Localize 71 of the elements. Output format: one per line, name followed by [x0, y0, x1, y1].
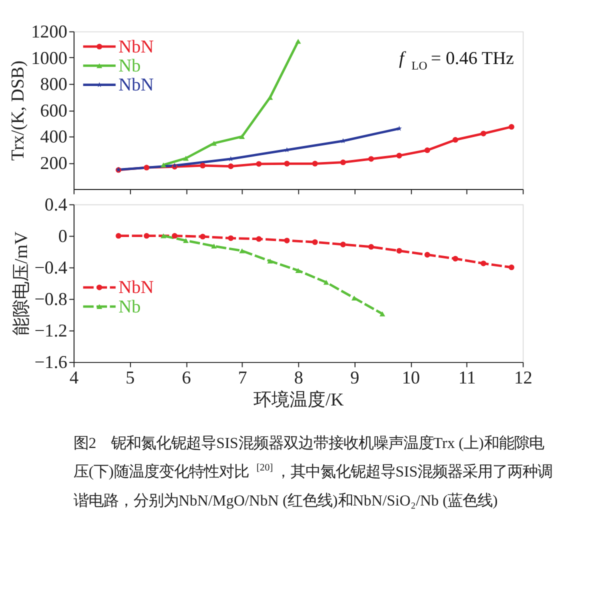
y-axis-title: 能隙电压/mV [10, 231, 31, 336]
y-tick-label: −1.6 [34, 352, 68, 372]
point [211, 140, 217, 146]
point [200, 162, 206, 168]
point [323, 280, 330, 285]
y-tick-label: −0.8 [34, 289, 68, 310]
legend-label: Nb [118, 55, 141, 76]
point [172, 233, 178, 239]
point [256, 161, 262, 167]
point [228, 163, 234, 170]
point [452, 256, 458, 262]
x-tick-label: 9 [350, 367, 360, 388]
legend-label: NbN [118, 277, 154, 298]
y-tick-label: 1200 [31, 22, 68, 42]
x-tick-label: 5 [126, 367, 135, 388]
point [424, 252, 430, 258]
legend-label: NbN [118, 74, 154, 95]
point [396, 126, 402, 131]
point [200, 234, 206, 240]
y-axis-title: Trx/(K, DSB) [7, 60, 28, 161]
point [267, 258, 273, 264]
point [144, 233, 150, 239]
point [239, 134, 245, 140]
point [368, 156, 374, 162]
point [480, 260, 486, 266]
point [284, 160, 290, 166]
point [211, 244, 217, 249]
x-tick-label: 10 [402, 367, 420, 388]
y-tick-label: 200 [40, 152, 68, 173]
point [160, 233, 166, 238]
point [295, 268, 301, 273]
point [452, 137, 458, 143]
point [312, 239, 318, 245]
point [183, 238, 189, 243]
point [380, 311, 386, 316]
x-tick-label: 12 [514, 367, 532, 388]
y-tick-label: 1000 [31, 48, 68, 68]
point [284, 238, 290, 244]
point [183, 156, 189, 161]
point [160, 162, 166, 168]
point [239, 248, 245, 254]
x-tick-label: 8 [294, 367, 304, 388]
y-tick-label: −1.2 [34, 320, 68, 341]
point [508, 124, 514, 130]
y-tick-label: 600 [40, 100, 68, 120]
point [508, 264, 514, 270]
x-tick-label: 6 [182, 367, 191, 388]
point [267, 94, 273, 100]
point [340, 160, 346, 166]
point [340, 242, 346, 248]
point [228, 235, 234, 242]
x-tick-label: 7 [238, 367, 248, 388]
y-tick-label: 0.4 [44, 194, 68, 214]
point [396, 248, 402, 254]
legend-label: NbN [118, 36, 154, 56]
y-tick-label: 400 [40, 126, 68, 147]
point [256, 236, 262, 242]
point [116, 233, 122, 239]
point [396, 152, 402, 158]
point [368, 244, 374, 250]
y-tick-label: −0.4 [34, 258, 68, 278]
point [424, 147, 430, 154]
x-axis-title: 环境温度/K [254, 389, 344, 410]
x-tick-label: 11 [458, 367, 476, 388]
y-tick-label: 0 [58, 226, 68, 246]
x-tick-label: 4 [70, 367, 79, 388]
point [480, 130, 486, 136]
y-tick-label: 800 [40, 74, 68, 94]
point [144, 164, 150, 170]
point [312, 160, 318, 166]
legend-label: Nb [118, 296, 141, 316]
